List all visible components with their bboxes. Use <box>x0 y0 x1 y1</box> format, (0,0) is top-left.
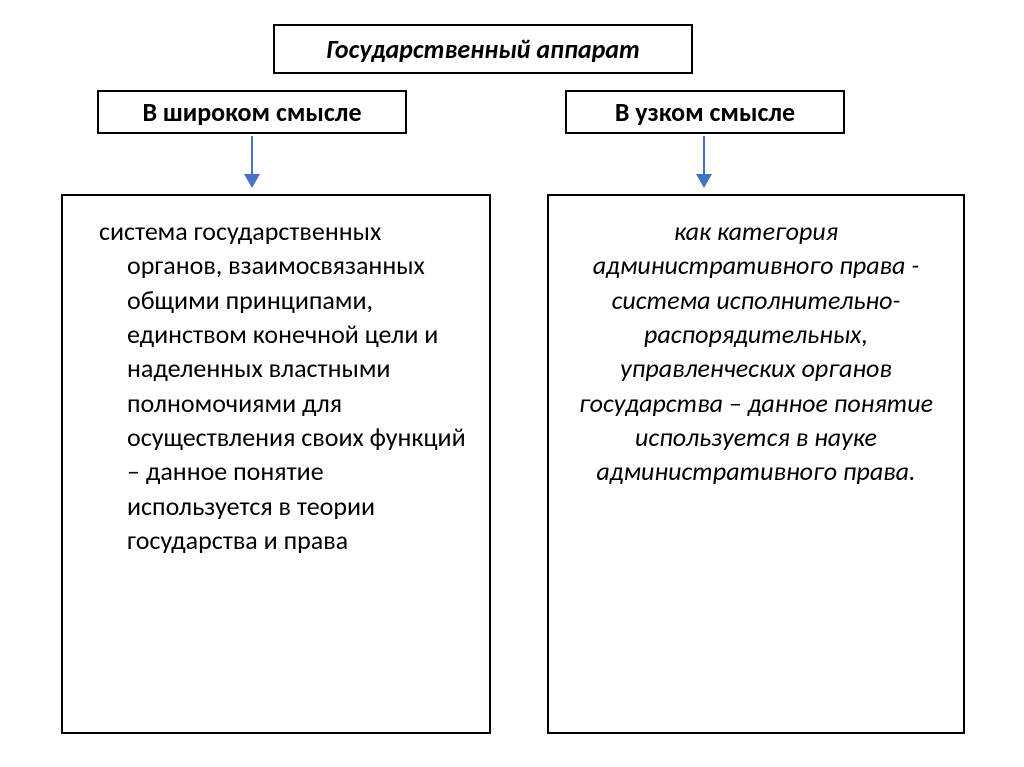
title-text: Государственный аппарат <box>326 33 640 65</box>
branch-left-body-box: система государственных органов, взаимос… <box>61 194 491 734</box>
arrow-line-icon <box>251 136 253 178</box>
branch-left-heading-box: В широком смысле <box>97 90 407 134</box>
branch-left-heading: В широком смысле <box>142 96 361 128</box>
branch-right-heading-box: В узком смысле <box>565 90 845 134</box>
branch-right-body-box: как категория административного права - … <box>547 194 965 734</box>
arrow-head-icon <box>696 174 712 188</box>
branch-right-body: как категория административного права - … <box>567 214 945 489</box>
branch-left-body: система государственных органов, взаимос… <box>81 214 467 557</box>
branch-right-heading: В узком смысле <box>615 96 795 128</box>
arrow-line-icon <box>703 136 705 178</box>
arrow-head-icon <box>244 174 260 188</box>
title-box: Государственный аппарат <box>273 24 693 74</box>
